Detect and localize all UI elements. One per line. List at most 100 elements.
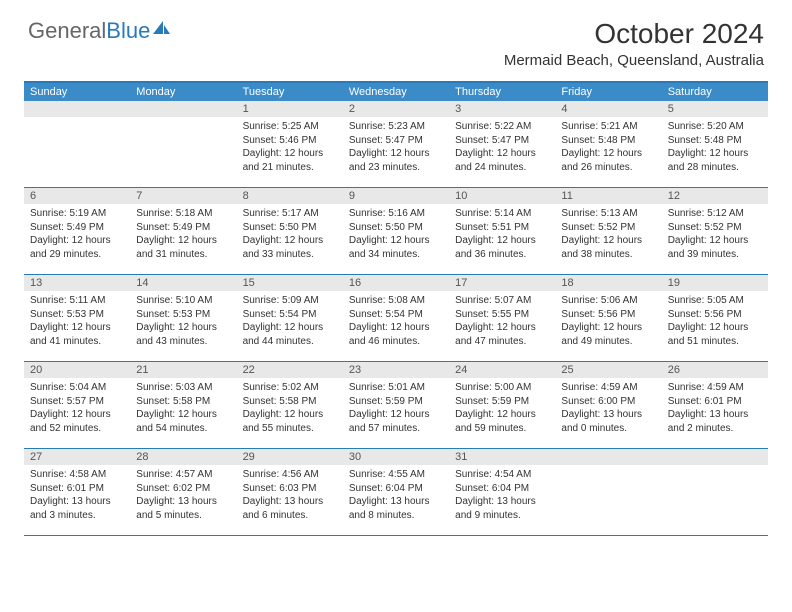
day-number: 25 [555,362,661,378]
day-number: 27 [24,449,130,465]
day-content: Sunrise: 5:22 AMSunset: 5:47 PMDaylight:… [449,117,555,177]
weekday-header: Friday [555,83,661,101]
day-content: Sunrise: 5:05 AMSunset: 5:56 PMDaylight:… [662,291,768,351]
weekday-header: Saturday [662,83,768,101]
day-content: Sunrise: 5:17 AMSunset: 5:50 PMDaylight:… [237,204,343,264]
day-content: Sunrise: 4:54 AMSunset: 6:04 PMDaylight:… [449,465,555,525]
day-cell: 10Sunrise: 5:14 AMSunset: 5:51 PMDayligh… [449,188,555,274]
day-content: Sunrise: 4:58 AMSunset: 6:01 PMDaylight:… [24,465,130,525]
day-content: Sunrise: 5:11 AMSunset: 5:53 PMDaylight:… [24,291,130,351]
day-cell: 5Sunrise: 5:20 AMSunset: 5:48 PMDaylight… [662,101,768,187]
weekday-header: Tuesday [237,83,343,101]
day-content: Sunrise: 5:20 AMSunset: 5:48 PMDaylight:… [662,117,768,177]
day-cell: 19Sunrise: 5:05 AMSunset: 5:56 PMDayligh… [662,275,768,361]
day-cell: 2Sunrise: 5:23 AMSunset: 5:47 PMDaylight… [343,101,449,187]
day-content: Sunrise: 4:59 AMSunset: 6:00 PMDaylight:… [555,378,661,438]
day-number [555,449,661,465]
day-cell: 25Sunrise: 4:59 AMSunset: 6:00 PMDayligh… [555,362,661,448]
day-number: 31 [449,449,555,465]
day-cell: 28Sunrise: 4:57 AMSunset: 6:02 PMDayligh… [130,449,236,535]
day-cell: 15Sunrise: 5:09 AMSunset: 5:54 PMDayligh… [237,275,343,361]
logo-sail-icon [152,20,172,36]
day-number: 3 [449,101,555,117]
day-number: 22 [237,362,343,378]
day-number: 28 [130,449,236,465]
day-content: Sunrise: 4:57 AMSunset: 6:02 PMDaylight:… [130,465,236,525]
day-cell: 17Sunrise: 5:07 AMSunset: 5:55 PMDayligh… [449,275,555,361]
day-content: Sunrise: 5:08 AMSunset: 5:54 PMDaylight:… [343,291,449,351]
calendar: SundayMondayTuesdayWednesdayThursdayFrid… [24,81,768,536]
day-number: 4 [555,101,661,117]
day-number: 13 [24,275,130,291]
day-content: Sunrise: 5:04 AMSunset: 5:57 PMDaylight:… [24,378,130,438]
day-number: 17 [449,275,555,291]
day-number: 11 [555,188,661,204]
day-number: 18 [555,275,661,291]
day-cell: 9Sunrise: 5:16 AMSunset: 5:50 PMDaylight… [343,188,449,274]
day-number: 8 [237,188,343,204]
day-content: Sunrise: 5:02 AMSunset: 5:58 PMDaylight:… [237,378,343,438]
day-number: 20 [24,362,130,378]
day-number: 21 [130,362,236,378]
day-number: 6 [24,188,130,204]
day-cell: 24Sunrise: 5:00 AMSunset: 5:59 PMDayligh… [449,362,555,448]
day-content: Sunrise: 5:03 AMSunset: 5:58 PMDaylight:… [130,378,236,438]
day-cell: 30Sunrise: 4:55 AMSunset: 6:04 PMDayligh… [343,449,449,535]
day-number: 29 [237,449,343,465]
day-cell: 27Sunrise: 4:58 AMSunset: 6:01 PMDayligh… [24,449,130,535]
day-number: 26 [662,362,768,378]
day-cell: 20Sunrise: 5:04 AMSunset: 5:57 PMDayligh… [24,362,130,448]
day-number: 15 [237,275,343,291]
day-cell: 14Sunrise: 5:10 AMSunset: 5:53 PMDayligh… [130,275,236,361]
day-content: Sunrise: 5:01 AMSunset: 5:59 PMDaylight:… [343,378,449,438]
day-cell: 22Sunrise: 5:02 AMSunset: 5:58 PMDayligh… [237,362,343,448]
week-row: 6Sunrise: 5:19 AMSunset: 5:49 PMDaylight… [24,188,768,275]
brand-part2: Blue [106,18,150,44]
day-number: 23 [343,362,449,378]
week-row: 27Sunrise: 4:58 AMSunset: 6:01 PMDayligh… [24,449,768,536]
day-content: Sunrise: 5:19 AMSunset: 5:49 PMDaylight:… [24,204,130,264]
day-content: Sunrise: 5:21 AMSunset: 5:48 PMDaylight:… [555,117,661,177]
day-content: Sunrise: 5:14 AMSunset: 5:51 PMDaylight:… [449,204,555,264]
day-content: Sunrise: 4:59 AMSunset: 6:01 PMDaylight:… [662,378,768,438]
day-number [130,101,236,117]
weekday-header: Wednesday [343,83,449,101]
day-cell: 29Sunrise: 4:56 AMSunset: 6:03 PMDayligh… [237,449,343,535]
day-content: Sunrise: 5:12 AMSunset: 5:52 PMDaylight:… [662,204,768,264]
empty-day-cell [130,101,236,187]
week-row: 20Sunrise: 5:04 AMSunset: 5:57 PMDayligh… [24,362,768,449]
brand-logo: GeneralBlue [28,18,172,44]
day-cell: 6Sunrise: 5:19 AMSunset: 5:49 PMDaylight… [24,188,130,274]
title-block: October 2024 Mermaid Beach, Queensland, … [504,18,764,69]
day-content: Sunrise: 5:23 AMSunset: 5:47 PMDaylight:… [343,117,449,177]
day-cell: 16Sunrise: 5:08 AMSunset: 5:54 PMDayligh… [343,275,449,361]
day-cell: 8Sunrise: 5:17 AMSunset: 5:50 PMDaylight… [237,188,343,274]
weekday-header: Sunday [24,83,130,101]
day-number: 19 [662,275,768,291]
header: GeneralBlue October 2024 Mermaid Beach, … [0,0,792,73]
day-cell: 12Sunrise: 5:12 AMSunset: 5:52 PMDayligh… [662,188,768,274]
day-number: 5 [662,101,768,117]
day-cell: 13Sunrise: 5:11 AMSunset: 5:53 PMDayligh… [24,275,130,361]
day-cell: 4Sunrise: 5:21 AMSunset: 5:48 PMDaylight… [555,101,661,187]
day-content: Sunrise: 5:18 AMSunset: 5:49 PMDaylight:… [130,204,236,264]
empty-day-cell [555,449,661,535]
empty-day-cell [24,101,130,187]
day-number: 10 [449,188,555,204]
day-cell: 18Sunrise: 5:06 AMSunset: 5:56 PMDayligh… [555,275,661,361]
day-number: 12 [662,188,768,204]
day-number: 24 [449,362,555,378]
day-number: 7 [130,188,236,204]
brand-part1: General [28,18,106,44]
weekday-header: Thursday [449,83,555,101]
day-number: 2 [343,101,449,117]
day-content: Sunrise: 5:16 AMSunset: 5:50 PMDaylight:… [343,204,449,264]
day-cell: 3Sunrise: 5:22 AMSunset: 5:47 PMDaylight… [449,101,555,187]
day-number: 1 [237,101,343,117]
day-content: Sunrise: 5:00 AMSunset: 5:59 PMDaylight:… [449,378,555,438]
day-cell: 23Sunrise: 5:01 AMSunset: 5:59 PMDayligh… [343,362,449,448]
day-number: 16 [343,275,449,291]
day-content: Sunrise: 5:09 AMSunset: 5:54 PMDaylight:… [237,291,343,351]
day-number [24,101,130,117]
day-content: Sunrise: 5:07 AMSunset: 5:55 PMDaylight:… [449,291,555,351]
